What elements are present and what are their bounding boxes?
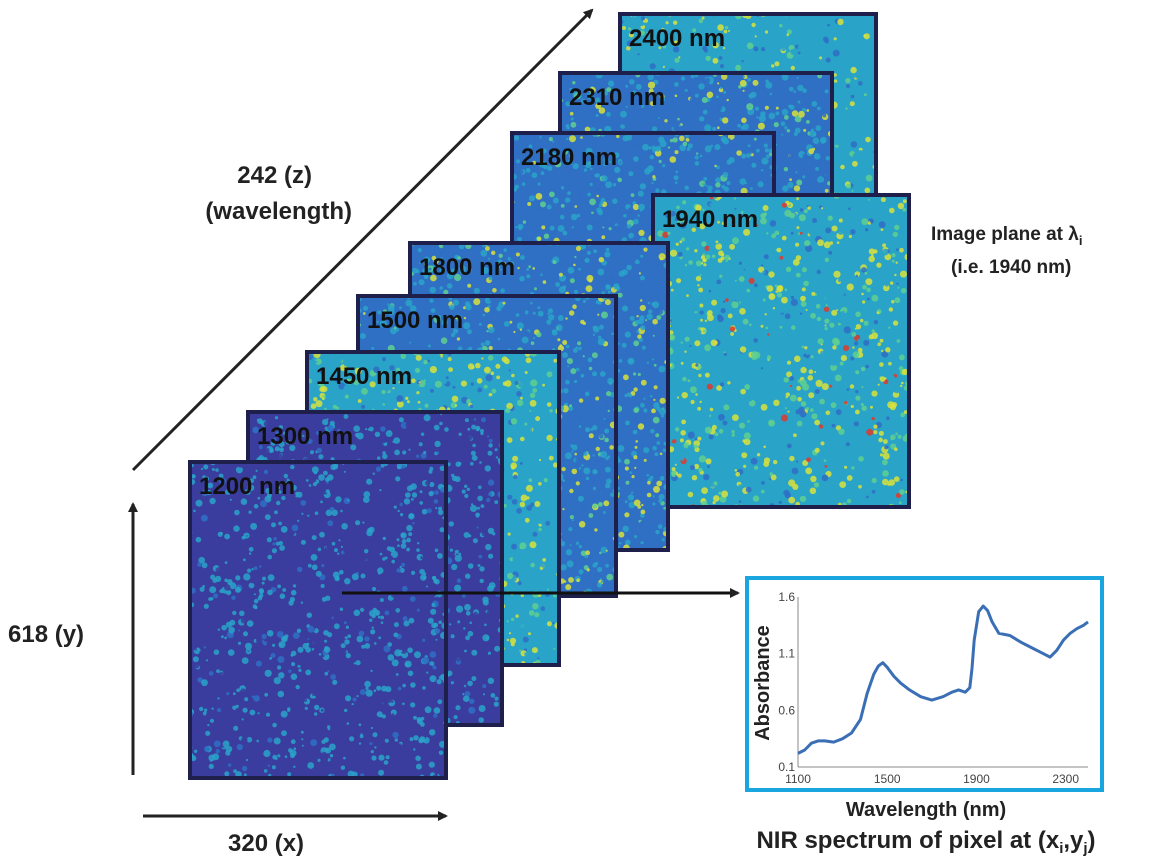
plane-label: 2400 nm: [629, 25, 725, 52]
x-axis-label: 320 (x): [228, 830, 304, 857]
image-plane-stack: 2400 nm 2310 nm 2180 nm 1940 nm 1800 nm 1500 …: [188, 12, 911, 780]
y-tick-label: 1.1: [778, 647, 795, 661]
y-axis-label: 618 (y): [8, 621, 84, 648]
y-tick-label: 0.1: [778, 760, 795, 774]
z-axis-arrow: [131, 8, 594, 472]
x-tick-label: 1100: [785, 772, 811, 786]
plane-texture: [190, 462, 446, 778]
image-plane-annotation: Image plane at λi: [931, 224, 1082, 248]
plane-texture: [653, 195, 909, 507]
plane-label: 1940 nm: [662, 206, 758, 233]
image-plane-1940nm: 1940 nm: [651, 193, 911, 509]
x-tick-label: 2300: [1052, 772, 1079, 786]
plane-label: 1200 nm: [199, 473, 295, 500]
spectrum-ylabel: Absorbance: [752, 625, 774, 741]
plane-label: 1300 nm: [257, 423, 353, 450]
plane-fill: [653, 195, 909, 507]
plane-fill: [190, 462, 446, 778]
spectrum-caption: NIR spectrum of pixel at (xi,yj): [756, 827, 1095, 857]
plane-label: 2310 nm: [569, 84, 665, 111]
plane-label: 1450 nm: [316, 363, 412, 390]
x-tick-label: 1900: [963, 772, 990, 786]
spectrum-line: [797, 604, 1089, 755]
x-tick-label: 1500: [874, 772, 901, 786]
plane-border: [188, 460, 448, 780]
spectrum-chart: 0.1 0.6 1.1 1.6 1100 1500 1900 2300: [778, 590, 1089, 786]
plane-label: 1800 nm: [419, 254, 515, 281]
spectrum-panel: 0.1 0.6 1.1 1.6 1100 1500 1900 2300 Absorbance: [745, 576, 1104, 792]
y-tick-label: 1.6: [778, 590, 795, 604]
z-axis-sublabel: (wavelength): [205, 198, 352, 225]
z-axis-label: 242 (z): [237, 162, 312, 189]
plane-label: 2180 nm: [521, 144, 617, 171]
plane-label: 1500 nm: [367, 307, 463, 334]
image-plane-annotation-detail: (i.e. 1940 nm): [951, 257, 1071, 278]
spectrum-frame: [745, 576, 1104, 792]
image-plane-1200nm: 1200 nm: [188, 460, 448, 780]
y-tick-label: 0.6: [778, 703, 795, 717]
spectrum-xlabel: Wavelength (nm): [846, 799, 1006, 821]
